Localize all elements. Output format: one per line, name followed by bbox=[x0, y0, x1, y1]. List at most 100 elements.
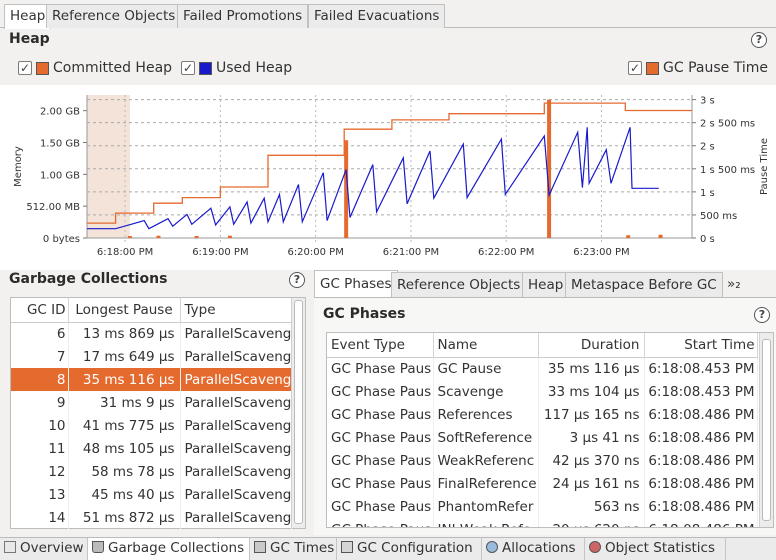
start-time-cell: 6:18:08.486 PM bbox=[644, 449, 758, 472]
tab-overview-label: Overview bbox=[20, 540, 84, 556]
start-time-cell: 6:18:08.486 PM bbox=[644, 426, 758, 449]
gc-phase-row[interactable]: GC Phase Paus FinalReference 24 µs 161 ns 6… bbox=[327, 472, 758, 495]
page-icon bbox=[4, 541, 16, 553]
column-type[interactable]: Type bbox=[180, 298, 292, 323]
gc-phases-scroll-thumb[interactable] bbox=[762, 339, 771, 521]
tab-detail-heap[interactable]: Heap bbox=[522, 272, 570, 297]
gc-phase-row[interactable]: GC Phase Paus PhantomRefer 563 ns 6:18:08.4… bbox=[327, 495, 758, 518]
phase-name-cell: References bbox=[433, 403, 539, 426]
gc-phase-row[interactable]: GC Phase Paus WeakReferenc 42 µs 370 ns 6:1… bbox=[327, 449, 758, 472]
gc-phases-title: GC Phases bbox=[323, 306, 406, 322]
gc-list-row[interactable]: 12 58 ms 78 µs ParallelScaveng bbox=[11, 460, 292, 483]
tab-gc-times[interactable]: GC Times bbox=[250, 538, 337, 560]
gc-phases-scrollbar[interactable] bbox=[759, 333, 773, 527]
event-type-cell: GC Phase Paus bbox=[327, 357, 434, 380]
gc-list-row[interactable]: 7 17 ms 649 µs ParallelScaveng bbox=[11, 345, 292, 368]
y2-tick-label: 3 s bbox=[700, 96, 715, 107]
used-heap-toggle[interactable]: ✓ Used Heap bbox=[181, 60, 292, 76]
gc-pause-label: GC Pause Time bbox=[663, 60, 768, 76]
gc-phases-table: Event Type Name Duration Start Time GC P… bbox=[327, 333, 758, 527]
x-tick-label: 6:22:00 PM bbox=[478, 247, 534, 258]
x-tick-label: 6:18:00 PM bbox=[97, 247, 153, 258]
gc-list-scroll-thumb[interactable] bbox=[294, 300, 303, 524]
phase-name-cell: PhantomRefer bbox=[433, 495, 539, 518]
gc-pause-bar bbox=[227, 235, 232, 238]
column-name[interactable]: Name bbox=[433, 333, 539, 358]
tab-failed-evacuations[interactable]: Failed Evacuations bbox=[308, 4, 446, 28]
type-cell: ParallelScaveng bbox=[180, 368, 292, 391]
gc-list-row[interactable]: 6 13 ms 869 µs ParallelScaveng bbox=[11, 322, 292, 345]
y-tick-label: 1.00 GB bbox=[40, 170, 80, 181]
column-start-time[interactable]: Start Time bbox=[644, 333, 758, 358]
tab-heap[interactable]: Heap bbox=[4, 4, 52, 29]
checkbox-icon[interactable]: ✓ bbox=[18, 61, 32, 75]
pause-color-swatch bbox=[646, 61, 659, 75]
tab-detail-reference-objects[interactable]: Reference Objects bbox=[391, 272, 527, 297]
gc-list-row[interactable]: 10 41 ms 775 µs ParallelScaveng bbox=[11, 414, 292, 437]
gc-phase-row[interactable]: GC Phase Paus References 117 µs 165 ns 6:18… bbox=[327, 403, 758, 426]
gc-id-cell: 12 bbox=[11, 460, 69, 483]
y2-axis-label: Pause Time bbox=[759, 138, 770, 195]
phase-name-cell: SoftReference bbox=[433, 426, 539, 449]
gc-list-row[interactable]: 14 51 ms 872 µs ParallelScaveng bbox=[11, 506, 292, 529]
event-type-cell: GC Phase Paus bbox=[327, 518, 434, 527]
type-cell: ParallelScaveng bbox=[180, 460, 292, 483]
column-event-type[interactable]: Event Type bbox=[327, 333, 434, 358]
phase-name-cell: Scavenge bbox=[433, 380, 539, 403]
gc-list-scrollbar[interactable] bbox=[291, 298, 305, 528]
gc-list-help-icon[interactable]: ? bbox=[289, 272, 305, 288]
event-type-cell: GC Phase Paus bbox=[327, 403, 434, 426]
gc-id-cell: 11 bbox=[11, 437, 69, 460]
duration-cell: 20 µs 620 ns bbox=[538, 518, 645, 527]
y-tick-label: 1.50 GB bbox=[40, 139, 80, 150]
column-longest-pause[interactable]: Longest Pause bbox=[68, 298, 181, 323]
checkbox-icon[interactable]: ✓ bbox=[181, 61, 195, 75]
gc-pause-toggle[interactable]: ✓ GC Pause Time bbox=[628, 60, 768, 76]
y2-tick-label: 500 ms bbox=[700, 211, 737, 222]
gc-phases-help-icon[interactable]: ? bbox=[754, 307, 770, 323]
allocations-icon bbox=[486, 541, 498, 553]
event-type-cell: GC Phase Paus bbox=[327, 472, 434, 495]
more-tabs-chevron[interactable]: »₂ bbox=[727, 276, 741, 292]
gc-phase-row[interactable]: GC Phase Paus SoftReference 3 µs 41 ns 6:18… bbox=[327, 426, 758, 449]
tab-gc-configuration[interactable]: GC Configuration bbox=[337, 538, 482, 560]
y2-tick-label: 1 s 500 ms bbox=[700, 165, 755, 176]
tab-metaspace-before-gc[interactable]: Metaspace Before GC bbox=[565, 272, 723, 297]
gc-list-row[interactable]: 11 48 ms 105 µs ParallelScaveng bbox=[11, 437, 292, 460]
gc-pause-bar bbox=[156, 235, 161, 238]
gc-phases-table-panel: Event Type Name Duration Start Time GC P… bbox=[326, 332, 774, 528]
longest-pause-cell: 17 ms 649 µs bbox=[68, 345, 181, 368]
tab-failed-promotions[interactable]: Failed Promotions bbox=[177, 4, 309, 28]
column-duration[interactable]: Duration bbox=[538, 333, 645, 358]
tab-allocations-label: Allocations bbox=[502, 540, 576, 556]
y2-tick-label: 1 s bbox=[700, 188, 715, 199]
gc-list-row[interactable]: 13 45 ms 40 µs ParallelScaveng bbox=[11, 483, 292, 506]
used-heap-series bbox=[87, 127, 659, 230]
tab-gc-configuration-label: GC Configuration bbox=[357, 540, 473, 556]
committed-heap-label: Committed Heap bbox=[53, 60, 173, 76]
gc-id-cell: 7 bbox=[11, 345, 69, 368]
tab-object-statistics[interactable]: Object Statistics bbox=[585, 538, 726, 560]
longest-pause-cell: 48 ms 105 µs bbox=[68, 437, 181, 460]
gc-phase-row[interactable]: GC Phase PausJNI Weak Refe20 µs 620 ns6:… bbox=[327, 518, 758, 527]
gc-phase-row[interactable]: GC Phase Paus GC Pause 35 ms 116 µs 6:18:08… bbox=[327, 357, 758, 380]
heap-chart[interactable]: 0 bytes 512.00 MB 1.00 GB 1.50 GB 2.00 GB 0 s… bbox=[0, 85, 776, 270]
gc-list-row[interactable]: 8 35 ms 116 µs ParallelScaveng bbox=[11, 368, 292, 391]
column-gc-id[interactable]: GC ID bbox=[11, 298, 69, 323]
gc-list-row[interactable]: 9 31 ms 9 µs ParallelScaveng bbox=[11, 391, 292, 414]
tab-garbage-collections[interactable]: Garbage Collections bbox=[88, 538, 250, 560]
tab-reference-objects[interactable]: Reference Objects bbox=[46, 4, 182, 28]
heap-help-icon[interactable]: ? bbox=[751, 32, 767, 48]
tab-overview[interactable]: Overview bbox=[0, 538, 88, 560]
start-time-cell: 6:18:08.486 PM bbox=[644, 403, 758, 426]
y-axis-label: Memory bbox=[13, 146, 24, 187]
trash-icon bbox=[92, 541, 104, 553]
top-tab-bar: Heap Reference Objects Failed Promotions… bbox=[0, 0, 776, 29]
tab-gc-phases[interactable]: GC Phases bbox=[314, 270, 398, 297]
gc-phase-row[interactable]: GC Phase Paus Scavenge 33 ms 104 µs 6:18:08… bbox=[327, 380, 758, 403]
phase-name-cell: GC Pause bbox=[433, 357, 539, 380]
committed-heap-toggle[interactable]: ✓ Committed Heap bbox=[18, 60, 172, 76]
checkbox-icon[interactable]: ✓ bbox=[628, 61, 642, 75]
duration-cell: 3 µs 41 ns bbox=[538, 426, 645, 449]
tab-allocations[interactable]: Allocations bbox=[482, 538, 585, 560]
